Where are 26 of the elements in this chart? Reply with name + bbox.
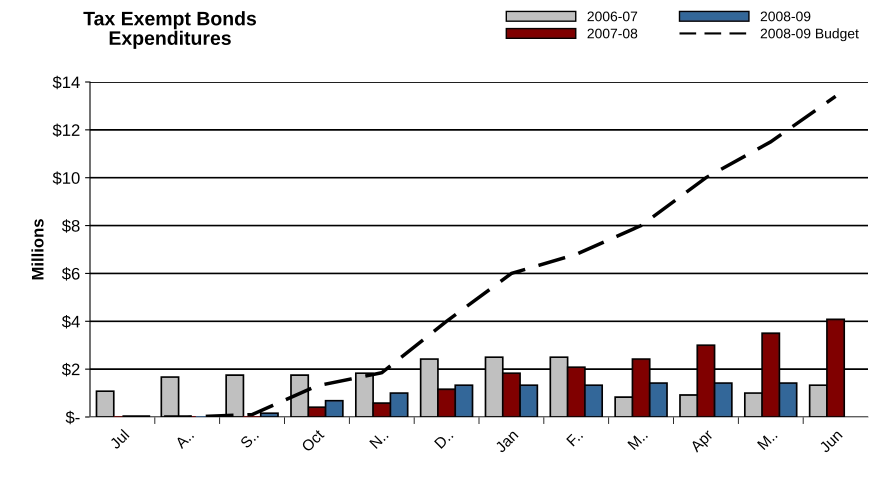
x-tick-label: N.. bbox=[369, 429, 389, 449]
y-tick-label: $4 bbox=[62, 314, 80, 328]
y-tick-label: $6 bbox=[62, 267, 80, 281]
x-tick-label: Jun bbox=[818, 429, 843, 454]
y-tick-label: $2 bbox=[62, 362, 80, 376]
x-tick-label: F.. bbox=[566, 429, 584, 446]
x-tick-label: Jan bbox=[494, 429, 519, 454]
x-tick-label: Jul bbox=[108, 428, 130, 450]
legend-label: 2006-07 bbox=[588, 11, 638, 22]
y-axis-title: Millions bbox=[31, 219, 44, 280]
y-tick-label: $- bbox=[66, 410, 80, 424]
legend-label: 2008-09 Budget bbox=[760, 28, 859, 42]
x-tick-label: D.. bbox=[434, 429, 454, 449]
chart-title: Tax Exempt Bonds Expenditures bbox=[83, 11, 256, 49]
x-tick-label: S.. bbox=[240, 429, 260, 449]
legend-label: 2008-09 bbox=[760, 11, 810, 22]
legend-label: 2007-08 bbox=[588, 28, 638, 38]
x-tick-label: A.. bbox=[174, 429, 194, 450]
x-tick-label: Oct bbox=[300, 428, 325, 452]
x-tick-label: M.. bbox=[627, 429, 648, 450]
y-tick-label: $14 bbox=[52, 76, 80, 90]
x-tick-label: Apr bbox=[690, 428, 716, 455]
y-tick-label: $12 bbox=[52, 124, 80, 138]
x-tick-label: M.. bbox=[757, 429, 778, 450]
y-tick-label: $8 bbox=[62, 219, 80, 233]
y-tick-label: $10 bbox=[52, 171, 80, 185]
